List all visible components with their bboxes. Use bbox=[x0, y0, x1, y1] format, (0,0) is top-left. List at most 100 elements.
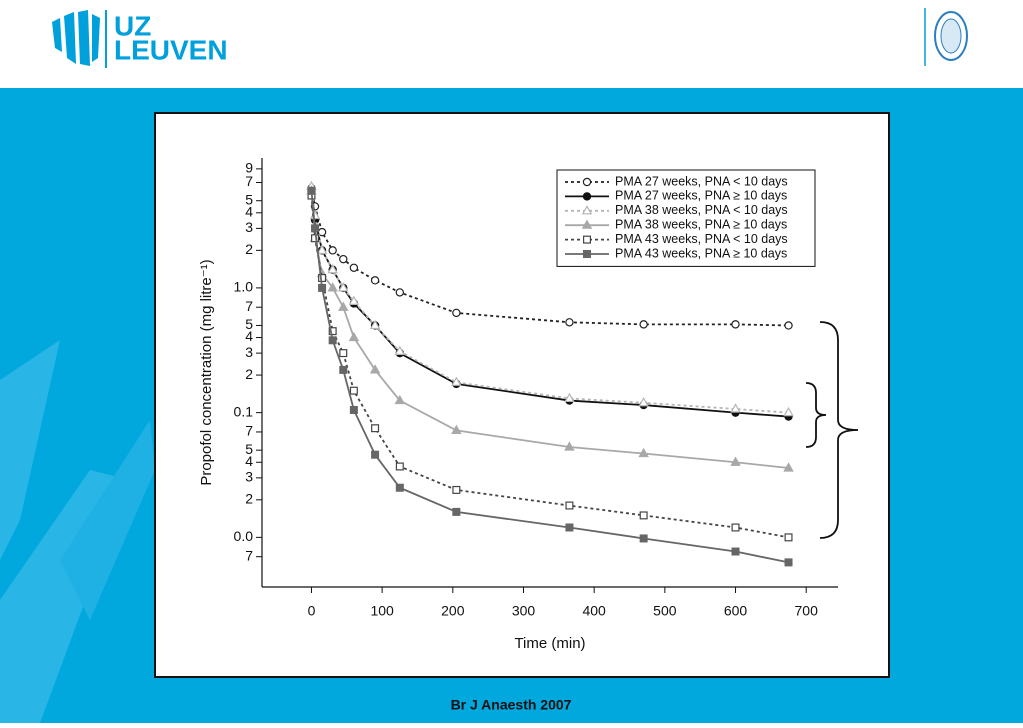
y-tick-label: 3 bbox=[245, 344, 253, 360]
marker bbox=[328, 327, 337, 336]
brace-large bbox=[819, 321, 859, 539]
marker bbox=[582, 250, 591, 259]
marker bbox=[784, 533, 793, 542]
seal-inner bbox=[940, 18, 962, 54]
marker bbox=[452, 308, 461, 318]
y-tick-label: 3 bbox=[245, 469, 253, 485]
x-tick-label: 0 bbox=[308, 603, 316, 619]
marker bbox=[638, 447, 649, 458]
marker bbox=[564, 392, 575, 403]
marker bbox=[327, 263, 338, 274]
y-tick-label: 2 bbox=[245, 491, 253, 507]
y-tick-label: 1.0 bbox=[234, 279, 254, 295]
y-tick-label: 9 bbox=[245, 160, 253, 176]
y-tick-label: 4 bbox=[245, 328, 253, 344]
marker bbox=[369, 319, 381, 330]
marker bbox=[730, 403, 741, 413]
marker bbox=[565, 318, 574, 327]
legend-box bbox=[556, 169, 816, 267]
marker bbox=[395, 288, 405, 297]
marker bbox=[338, 282, 349, 292]
y-tick-label: 3 bbox=[245, 219, 253, 235]
marker bbox=[395, 483, 404, 492]
marker bbox=[565, 523, 574, 532]
marker bbox=[638, 397, 649, 407]
logo-text: LEUVEN bbox=[114, 34, 228, 65]
marker bbox=[451, 424, 462, 435]
x-tick-label: 400 bbox=[582, 603, 606, 619]
marker bbox=[394, 345, 406, 355]
marker bbox=[369, 364, 381, 374]
marker bbox=[316, 244, 328, 254]
marker bbox=[582, 235, 591, 244]
logo-text: UZ bbox=[114, 10, 151, 41]
marker bbox=[565, 501, 574, 510]
y-tick-label: 2 bbox=[245, 366, 253, 382]
y-tick-label: 7 bbox=[245, 173, 253, 189]
y-tick-label: 5 bbox=[245, 441, 253, 457]
y-tick-label: 5 bbox=[245, 316, 253, 332]
marker bbox=[581, 205, 593, 215]
marker bbox=[452, 507, 461, 516]
logo-icon bbox=[52, 10, 100, 66]
marker bbox=[731, 523, 740, 532]
marker bbox=[395, 462, 404, 471]
x-tick-label: 500 bbox=[653, 603, 677, 619]
marker bbox=[348, 331, 360, 342]
marker bbox=[338, 301, 349, 311]
legend-label: PMA 38 weeks, PNA < 10 days bbox=[615, 203, 788, 217]
seal bbox=[934, 11, 968, 61]
marker bbox=[639, 511, 648, 520]
x-tick-label: 200 bbox=[441, 603, 465, 619]
marker bbox=[783, 462, 794, 472]
marker bbox=[452, 485, 461, 494]
decor-stripe bbox=[60, 420, 155, 620]
marker bbox=[318, 283, 327, 292]
header-band bbox=[0, 0, 1023, 88]
marker bbox=[339, 349, 348, 358]
legend-label: PMA 43 weeks, PNA < 10 days bbox=[615, 232, 788, 246]
brace-small bbox=[805, 382, 827, 448]
y-tick-label: 0.1 bbox=[234, 403, 254, 419]
x-axis-label: Time (min) bbox=[514, 635, 585, 652]
marker bbox=[327, 282, 338, 292]
marker bbox=[784, 321, 793, 330]
marker bbox=[582, 192, 592, 201]
legend-label: PMA 27 weeks, PNA ≥ 10 days bbox=[615, 189, 787, 203]
decor-stripe bbox=[0, 340, 60, 560]
marker bbox=[349, 386, 358, 395]
y-tick-label: 7 bbox=[245, 423, 253, 439]
marker bbox=[564, 441, 575, 451]
marker bbox=[328, 246, 337, 255]
marker bbox=[339, 254, 348, 264]
marker bbox=[339, 365, 348, 374]
y-tick-label: 2 bbox=[245, 241, 253, 257]
marker bbox=[639, 534, 648, 543]
citation: Br J Anaesth 2007 bbox=[451, 697, 572, 713]
marker bbox=[349, 405, 358, 414]
x-tick-label: 300 bbox=[512, 603, 536, 619]
marker bbox=[731, 547, 740, 556]
marker bbox=[581, 219, 593, 229]
marker bbox=[451, 376, 462, 386]
x-tick-label: 600 bbox=[724, 603, 748, 619]
marker bbox=[370, 276, 380, 285]
marker bbox=[731, 320, 740, 329]
x-tick-label: 100 bbox=[370, 603, 394, 619]
marker bbox=[730, 456, 741, 466]
marker bbox=[328, 336, 337, 345]
y-axis-label: Propofol concentration (mg litre⁻¹) bbox=[198, 259, 215, 485]
marker bbox=[784, 558, 793, 567]
x-tick-label: 700 bbox=[795, 603, 819, 619]
marker bbox=[394, 394, 406, 405]
y-tick-label: 0.0 bbox=[234, 528, 254, 544]
marker bbox=[371, 450, 380, 459]
marker bbox=[307, 186, 316, 195]
y-tick-label: 7 bbox=[245, 298, 253, 314]
y-tick-label: 5 bbox=[245, 191, 253, 207]
marker bbox=[783, 406, 794, 417]
marker bbox=[311, 224, 320, 233]
y-tick-label: 4 bbox=[245, 204, 253, 220]
